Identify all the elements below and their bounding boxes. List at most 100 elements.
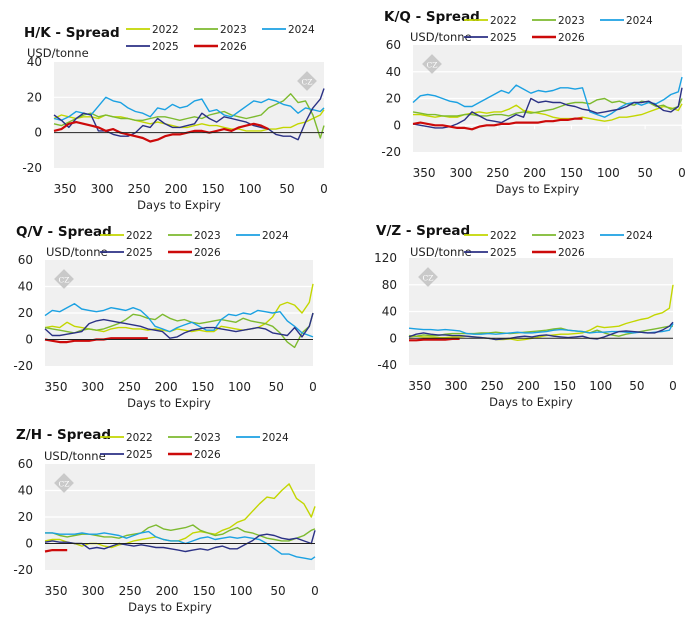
x-tick-label: 50 bbox=[629, 379, 644, 393]
watermark-diamond-icon bbox=[418, 267, 438, 287]
y-tick-label: 40 bbox=[18, 484, 33, 498]
watermark-diamond-icon bbox=[422, 54, 442, 74]
legend-item-2023: 2023 bbox=[532, 230, 585, 242]
y-tick-label: 0 bbox=[25, 537, 33, 551]
x-axis-label: Days to Expiry bbox=[128, 600, 212, 614]
x-tick-label: 150 bbox=[191, 380, 214, 394]
watermark-text: CZ bbox=[423, 274, 434, 283]
x-tick-label: 100 bbox=[239, 182, 262, 196]
watermark-text: CZ bbox=[302, 78, 313, 87]
y-tick-label: 40 bbox=[382, 305, 397, 319]
plot-area bbox=[54, 62, 324, 168]
legend-label: 2023 bbox=[558, 15, 585, 27]
y-tick-label: 20 bbox=[18, 510, 33, 524]
legend: 2022 2023 2024 2025 2026 bbox=[126, 24, 315, 53]
legend: 2022 2023 2024 2025 2026 bbox=[464, 15, 653, 44]
watermark-logo: CZ bbox=[54, 473, 74, 493]
legend-item-2025: 2025 bbox=[100, 247, 153, 259]
x-tick-label: 150 bbox=[202, 182, 225, 196]
watermark-logo: CZ bbox=[422, 54, 442, 74]
legend-item-2026: 2026 bbox=[532, 247, 585, 259]
legend-label: 2025 bbox=[152, 41, 179, 53]
y-axis-unit: USD/tonne bbox=[410, 30, 472, 44]
x-tick-label: 100 bbox=[228, 380, 251, 394]
x-tick-label: 0 bbox=[309, 380, 317, 394]
y-tick-label: 40 bbox=[18, 280, 33, 294]
y-tick-label: 120 bbox=[374, 251, 397, 265]
y-axis-unit: USD/tonne bbox=[27, 46, 89, 60]
x-axis-label: Days to Expiry bbox=[137, 198, 221, 212]
legend-item-2025: 2025 bbox=[126, 41, 179, 53]
y-tick-label: 60 bbox=[386, 38, 401, 52]
x-tick-label: 200 bbox=[155, 380, 178, 394]
y-tick-label: 60 bbox=[18, 457, 33, 471]
legend-label: 2022 bbox=[490, 230, 517, 242]
legend-item-2022: 2022 bbox=[100, 230, 153, 242]
legend-item-2023: 2023 bbox=[168, 432, 221, 444]
chart-title: V/Z - Spread bbox=[376, 223, 470, 239]
series-line-2026 bbox=[412, 117, 583, 131]
x-tick-label: 350 bbox=[413, 166, 436, 180]
y-tick-label: 60 bbox=[18, 253, 33, 267]
series-line-2024 bbox=[45, 530, 316, 561]
x-tick-label: 200 bbox=[517, 379, 540, 393]
legend-label: 2022 bbox=[490, 15, 517, 27]
legend-item-2025: 2025 bbox=[464, 32, 517, 44]
watermark-diamond-icon bbox=[54, 269, 74, 289]
x-tick-label: 200 bbox=[156, 584, 179, 598]
x-tick-label: 100 bbox=[589, 379, 612, 393]
legend-label: 2022 bbox=[126, 230, 153, 242]
legend-item-2024: 2024 bbox=[236, 432, 289, 444]
legend-item-2024: 2024 bbox=[262, 24, 315, 36]
x-tick-label: 150 bbox=[193, 584, 216, 598]
legend-item-2026: 2026 bbox=[532, 32, 585, 44]
chart-title: Q/V - Spread bbox=[16, 224, 112, 240]
y-tick-label: -20 bbox=[13, 563, 33, 577]
x-tick-label: 100 bbox=[230, 584, 253, 598]
legend-label: 2025 bbox=[490, 247, 517, 259]
x-tick-label: 250 bbox=[481, 379, 504, 393]
watermark-diamond-icon bbox=[54, 473, 74, 493]
watermark-diamond-icon bbox=[297, 71, 317, 91]
legend-label: 2022 bbox=[126, 432, 153, 444]
x-tick-label: 300 bbox=[81, 380, 104, 394]
y-tick-label: 80 bbox=[382, 278, 397, 292]
legend-label: 2024 bbox=[288, 24, 315, 36]
legend-label: 2026 bbox=[194, 449, 221, 461]
y-tick-label: -20 bbox=[22, 161, 42, 175]
y-tick-label: 20 bbox=[18, 306, 33, 320]
chart-qv: CZ -20 0 20 40 60 350 300 250 200 150 100 50 0 Days to… bbox=[13, 224, 316, 410]
y-axis-unit: USD/tonne bbox=[410, 245, 472, 259]
series-line-2025 bbox=[408, 321, 674, 341]
x-tick-label: 250 bbox=[128, 182, 151, 196]
x-axis-label: Days to Expiry bbox=[496, 182, 580, 196]
legend-label: 2022 bbox=[152, 24, 179, 36]
y-tick-label: -20 bbox=[13, 359, 33, 373]
x-tick-label: 150 bbox=[553, 379, 576, 393]
legend-label: 2026 bbox=[558, 247, 585, 259]
legend-label: 2025 bbox=[126, 247, 153, 259]
x-tick-label: 200 bbox=[523, 166, 546, 180]
x-tick-label: 300 bbox=[445, 379, 468, 393]
watermark-text: CZ bbox=[59, 480, 70, 489]
y-tick-label: 20 bbox=[386, 92, 401, 106]
legend-label: 2023 bbox=[220, 24, 247, 36]
y-tick-label: 0 bbox=[34, 126, 42, 140]
chart-zh: CZ -20 0 20 40 60 350 300 250 200 150 100 50 0 Days to… bbox=[13, 427, 318, 614]
watermark-logo: CZ bbox=[418, 267, 438, 287]
y-tick-label: 40 bbox=[386, 65, 401, 79]
series-line-2025 bbox=[44, 312, 314, 339]
x-tick-label: 250 bbox=[119, 584, 142, 598]
x-tick-label: 0 bbox=[669, 379, 677, 393]
legend-item-2026: 2026 bbox=[168, 247, 221, 259]
x-tick-label: 50 bbox=[269, 380, 284, 394]
series-line-2022 bbox=[408, 284, 674, 341]
legend: 2022 2023 2024 2025 2026 bbox=[100, 432, 289, 461]
series-line-2024 bbox=[44, 303, 314, 338]
legend-label: 2023 bbox=[194, 230, 221, 242]
legend: 2022 2023 2024 2025 2026 bbox=[100, 230, 289, 259]
legend-label: 2025 bbox=[490, 32, 517, 44]
legend-label: 2024 bbox=[626, 230, 653, 242]
x-tick-label: 50 bbox=[270, 584, 285, 598]
